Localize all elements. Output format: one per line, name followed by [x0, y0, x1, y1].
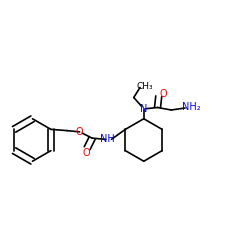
Text: CH₃: CH₃: [137, 82, 153, 91]
Text: O: O: [76, 127, 84, 137]
Text: NH₂: NH₂: [182, 102, 201, 112]
Text: O: O: [160, 89, 167, 99]
Text: N: N: [140, 104, 147, 114]
Text: NH: NH: [100, 134, 114, 143]
Text: O: O: [83, 148, 90, 158]
